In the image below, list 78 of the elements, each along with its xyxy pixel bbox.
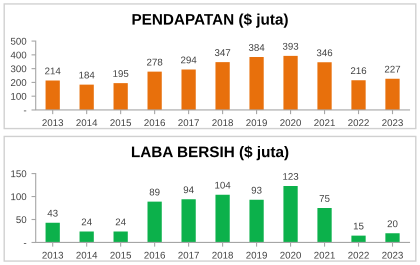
data-label: 346 (316, 49, 332, 56)
data-label: 393 (282, 42, 298, 50)
x-tick-label: 2020 (280, 252, 301, 259)
bar (317, 208, 332, 242)
x-tick-label: 2013 (42, 252, 64, 259)
y-tick-label: 100 (11, 193, 26, 200)
bar (249, 200, 264, 242)
y-tick-label: 50 (16, 216, 26, 224)
bar (114, 83, 128, 110)
data-label: 94 (184, 186, 194, 194)
y-tick-label: 400 (10, 52, 26, 58)
y-tick-label: 150 (11, 170, 26, 178)
bar (385, 78, 400, 110)
data-label: 294 (181, 56, 196, 64)
data-label: 123 (283, 173, 298, 180)
x-tick-label: 2023 (382, 252, 403, 259)
bar (181, 69, 196, 110)
data-label: 24 (116, 218, 126, 226)
bar (283, 186, 298, 242)
bar (351, 80, 366, 110)
data-label: 216 (350, 67, 366, 74)
x-tick-label: 2019 (246, 119, 267, 126)
x-tick-label: 2021 (314, 119, 335, 126)
data-label: 93 (252, 186, 262, 194)
x-tick-label: 2015 (110, 119, 132, 126)
data-label: 278 (147, 58, 162, 66)
y-tick-label: - (24, 243, 26, 244)
x-tick-label: 2017 (178, 252, 199, 259)
data-label: 43 (48, 210, 58, 217)
y-tick-label: 500 (10, 38, 26, 45)
x-tick-label: 2016 (144, 119, 166, 126)
data-label: 184 (79, 72, 94, 79)
y-tick-label: - (24, 110, 26, 112)
x-tick-label: 2017 (178, 119, 199, 126)
x-tick-label: 2021 (314, 252, 335, 259)
bar (46, 222, 60, 242)
bar (215, 194, 230, 242)
bar (148, 202, 162, 242)
x-tick-label: 2013 (42, 119, 64, 126)
bar (80, 84, 94, 110)
bar (249, 57, 264, 110)
bar (351, 236, 366, 242)
data-label: 89 (150, 188, 160, 196)
bar (181, 199, 196, 242)
data-label: 104 (215, 182, 230, 189)
x-tick-label: 2016 (144, 252, 166, 259)
y-tick-label: 300 (10, 65, 26, 72)
data-label: 214 (45, 68, 61, 74)
data-label: 347 (214, 49, 230, 56)
x-tick-label: 2022 (348, 119, 369, 126)
bar (114, 231, 128, 242)
bar (148, 72, 162, 110)
data-label: 24 (82, 218, 92, 226)
data-label: 227 (384, 66, 400, 73)
bar (283, 56, 298, 110)
data-label: 20 (388, 220, 398, 228)
chart-title: LABA BERSIH ($ juta) (132, 146, 288, 160)
x-tick-label: 2014 (76, 119, 98, 126)
x-tick-label: 2022 (348, 252, 369, 259)
x-tick-label: 2020 (280, 119, 301, 126)
data-label: 195 (113, 70, 128, 78)
bar (80, 231, 94, 242)
bar (385, 233, 400, 242)
y-tick-label: 100 (11, 92, 26, 100)
x-tick-label: 2015 (110, 252, 132, 259)
x-tick-label: 2018 (212, 252, 233, 259)
data-label: 75 (320, 195, 330, 202)
y-tick-label: 200 (10, 79, 26, 86)
bar (215, 62, 230, 110)
x-tick-label: 2023 (382, 119, 403, 126)
chart-title: PENDAPATAN ($ juta) (132, 13, 288, 28)
x-tick-label: 2019 (246, 252, 267, 259)
data-label: 15 (354, 222, 364, 230)
x-tick-label: 2014 (76, 252, 98, 259)
bar (46, 80, 60, 110)
bar (317, 62, 332, 110)
data-label: 384 (248, 44, 264, 51)
x-tick-label: 2018 (212, 119, 233, 126)
